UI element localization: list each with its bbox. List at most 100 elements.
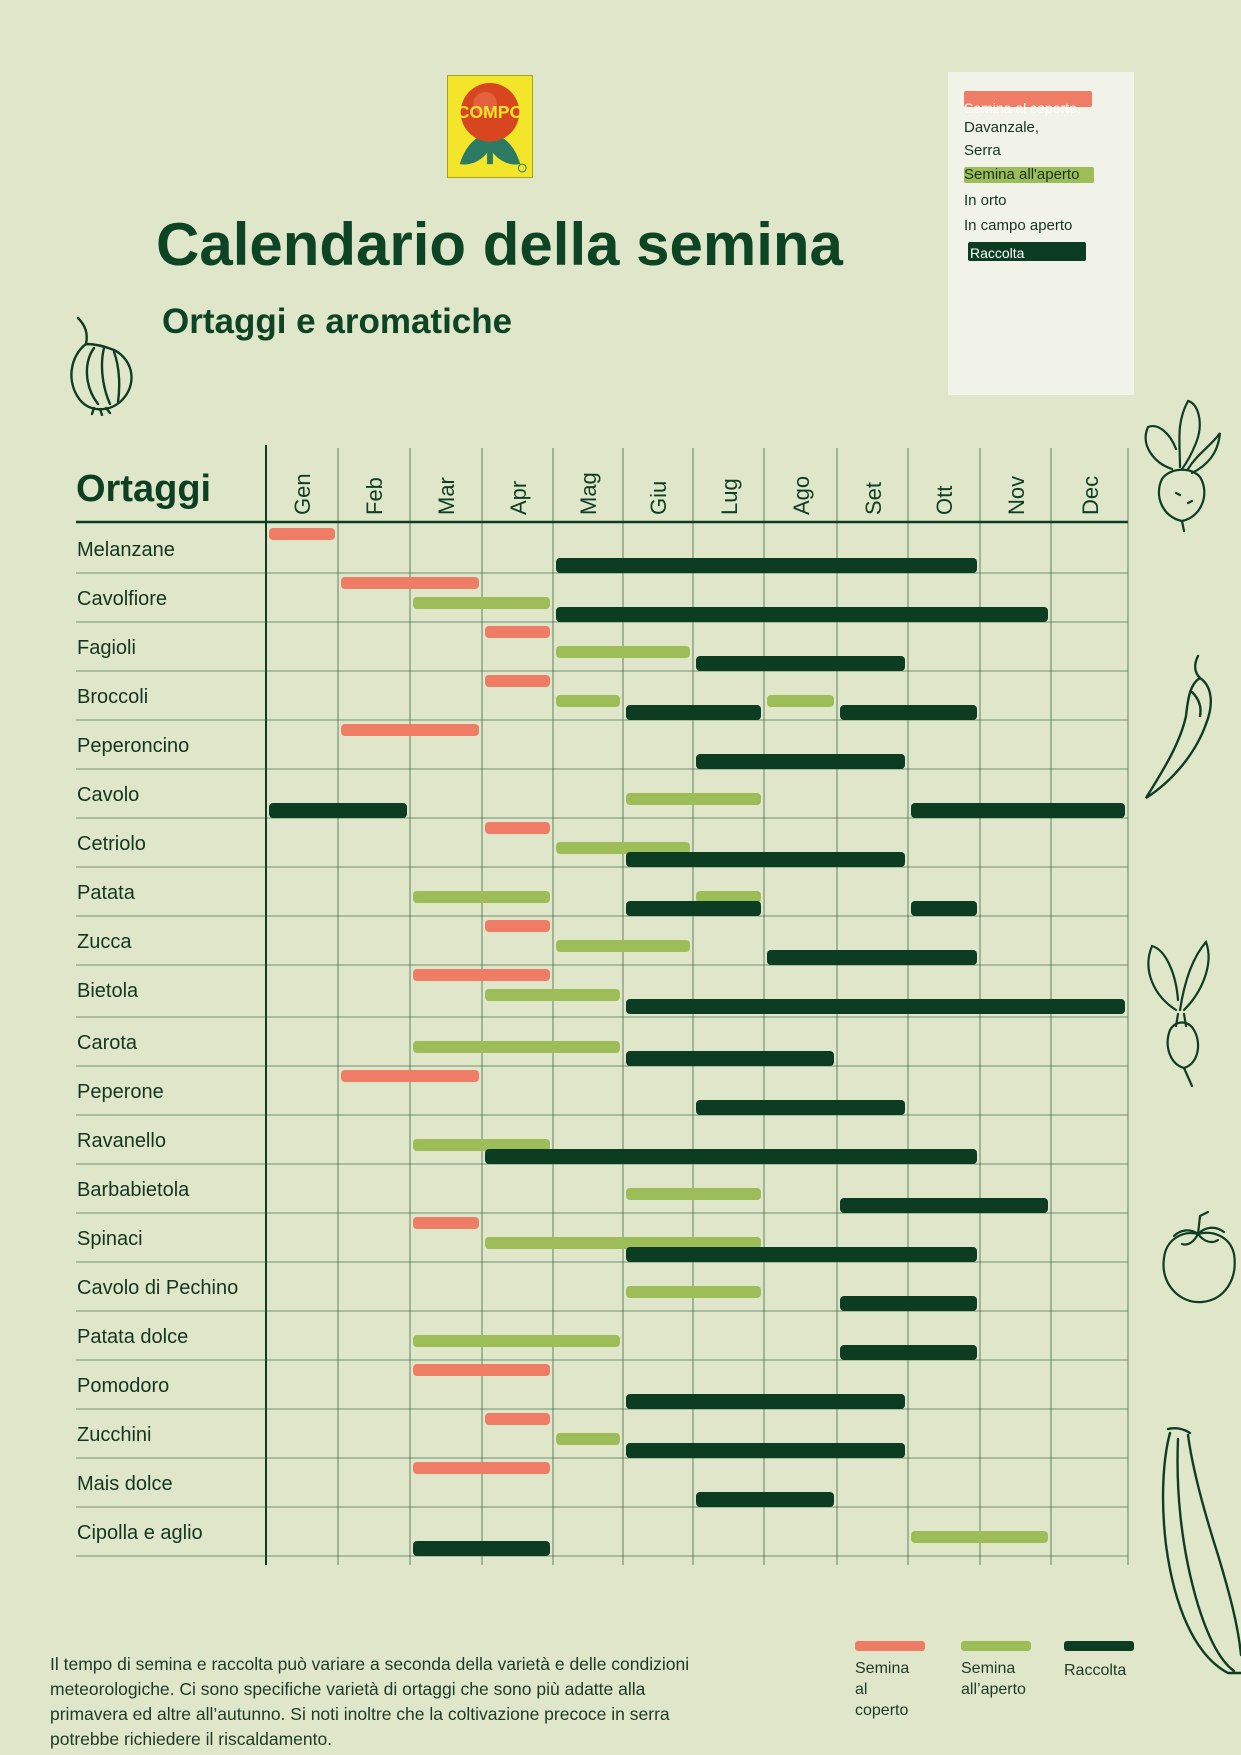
bottom-legend-outdoor-line2: all’aperto xyxy=(961,1681,1026,1698)
harvest-bar xyxy=(696,656,905,671)
vegetable-name: Peperoncino xyxy=(77,735,190,757)
month-label: Apr xyxy=(505,480,531,515)
vegetable-name: Carota xyxy=(77,1032,138,1054)
harvest-bar xyxy=(696,1492,834,1507)
legend-harvest-swatch xyxy=(968,242,1086,261)
harvest-bar xyxy=(840,705,977,720)
vegetable-name: Cavolo xyxy=(77,784,140,806)
indoor-bar xyxy=(413,1462,550,1474)
vegetable-name: Patata xyxy=(77,882,135,904)
outdoor-bar xyxy=(485,989,620,1001)
harvest-bar xyxy=(626,852,905,867)
table-header: Ortaggi xyxy=(76,468,212,510)
vegetable-name: Peperone xyxy=(77,1081,164,1103)
vegetable-name: Zucca xyxy=(77,931,132,953)
indoor-bar xyxy=(485,920,550,932)
indoor-bar xyxy=(485,1413,550,1425)
harvest-bar xyxy=(413,1541,550,1556)
vegetable-name: Patata dolce xyxy=(77,1326,189,1348)
outdoor-bar xyxy=(767,695,834,707)
vegetable-name: Bietola xyxy=(77,980,139,1002)
bottom-legend-outdoor-line1: Semina xyxy=(961,1660,1016,1677)
beetroot-icon xyxy=(1144,399,1222,533)
harvest-bar xyxy=(626,1247,977,1262)
page-title: Calendario della semina xyxy=(156,211,843,278)
vegetable-name: Cavolfiore xyxy=(77,588,168,610)
vegetable-name: Cavolo di Pechino xyxy=(77,1277,239,1299)
outdoor-bar xyxy=(413,1139,550,1151)
bottom-legend-indoor: Semina al coperto xyxy=(855,1658,909,1721)
bottom-legend-outdoor: Semina all’aperto xyxy=(961,1658,1026,1700)
bottom-legend-harvest: Raccolta xyxy=(1064,1662,1127,1679)
outdoor-bar xyxy=(626,1188,761,1200)
outdoor-bar xyxy=(556,940,690,952)
vegetable-name: Spinaci xyxy=(77,1228,143,1250)
radish-icon xyxy=(1147,939,1210,1088)
indoor-bar xyxy=(341,577,479,589)
harvest-bar xyxy=(626,705,761,720)
zucchini-icon xyxy=(1161,1427,1241,1675)
month-label: Feb xyxy=(362,477,387,515)
harvest-bar xyxy=(626,1443,905,1458)
month-label: Nov xyxy=(1003,475,1029,515)
vegetable-name: Zucchini xyxy=(77,1424,152,1446)
indoor-bar xyxy=(485,626,550,638)
month-label: Set xyxy=(860,481,886,515)
harvest-bar xyxy=(840,1345,977,1360)
legend-outdoor-label: Semina all'aperto xyxy=(964,166,1080,183)
indoor-bar xyxy=(413,969,550,981)
harvest-bar xyxy=(626,1051,834,1066)
indoor-bar xyxy=(485,822,550,834)
vegetable-name: Melanzane xyxy=(77,539,175,561)
footnote: Il tempo di semina e raccolta può variar… xyxy=(50,1654,690,1749)
bottom-legend-indoor-line3: coperto xyxy=(855,1702,909,1719)
bottom-legend-harvest-swatch xyxy=(1064,1641,1134,1651)
harvest-bar xyxy=(626,999,1125,1014)
chili-pepper-icon xyxy=(1144,654,1212,800)
vegetable-name: Broccoli xyxy=(77,686,149,708)
legend-indoor-line3: Serra xyxy=(964,142,1001,159)
tomato-icon xyxy=(1162,1210,1236,1304)
harvest-bar xyxy=(556,607,1048,622)
vegetable-name: Fagioli xyxy=(77,637,136,659)
bottom-legend-indoor-swatch xyxy=(855,1641,925,1651)
legend-outdoor-line3: In campo aperto xyxy=(964,217,1073,234)
outdoor-bar xyxy=(556,842,690,854)
bottom-legend-outdoor-swatch xyxy=(961,1641,1031,1651)
harvest-bar xyxy=(911,803,1125,818)
vegetable-name: Ravanello xyxy=(77,1130,166,1152)
indoor-bar xyxy=(485,675,550,687)
harvest-bar xyxy=(626,901,761,916)
month-label: Giu xyxy=(646,480,671,515)
harvest-bar xyxy=(626,1394,905,1409)
month-label: Gen xyxy=(290,473,315,515)
outdoor-bar xyxy=(626,793,761,805)
indoor-bar xyxy=(341,1070,479,1082)
outdoor-bar xyxy=(413,1041,620,1053)
month-label: Mar xyxy=(434,477,459,515)
harvest-bar xyxy=(696,1100,905,1115)
legend-box: Semina al coperto, Davanzale, Serra Semi… xyxy=(948,72,1134,395)
outdoor-bar xyxy=(556,1433,620,1445)
outdoor-bar xyxy=(556,646,690,658)
month-label: Ott xyxy=(932,485,957,515)
legend-indoor-line2: Davanzale, xyxy=(964,119,1040,136)
indoor-bar xyxy=(341,724,479,736)
legend-harvest-label: Raccolta xyxy=(970,245,1025,261)
harvest-bar xyxy=(696,754,905,769)
outdoor-bar xyxy=(413,597,550,609)
page-subtitle: Ortaggi e aromatiche xyxy=(162,302,513,341)
harvest-bar xyxy=(911,901,977,916)
legend-indoor-label: Semina al coperto, xyxy=(964,100,1081,116)
harvest-bar xyxy=(767,950,977,965)
vegetable-name: Mais dolce xyxy=(77,1473,173,1495)
month-label: Ago xyxy=(788,475,814,515)
onion-icon xyxy=(70,316,133,416)
planting-calendar xyxy=(76,445,1129,1565)
bottom-legend-indoor-line1: Semina xyxy=(855,1660,910,1677)
vegetable-name: Pomodoro xyxy=(77,1375,170,1397)
harvest-bar xyxy=(485,1149,977,1164)
month-label: Dec xyxy=(1077,475,1103,515)
compo-logo-graphic: COMPO xyxy=(457,83,527,173)
svg-text:COMPO: COMPO xyxy=(457,102,523,122)
